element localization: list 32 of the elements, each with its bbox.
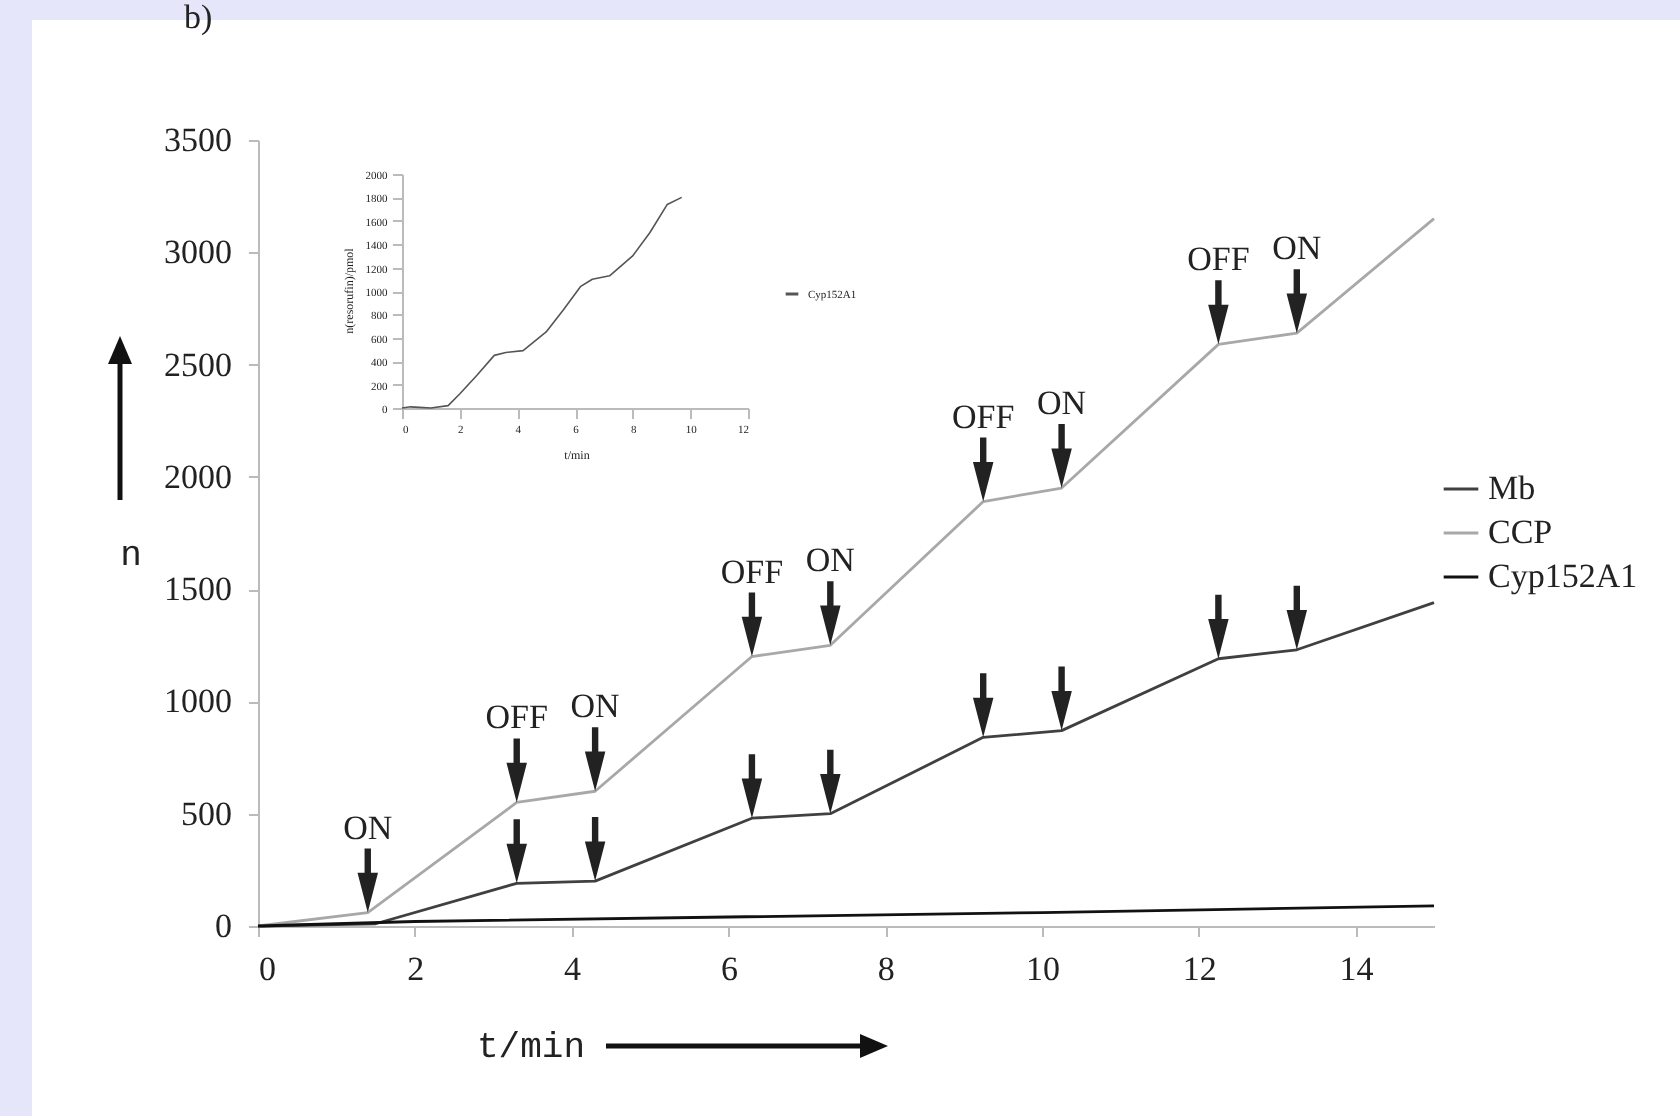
- annotation: ON: [805, 541, 855, 580]
- x-tick-label: 6: [720, 950, 738, 988]
- x-tick-label: 4: [564, 950, 583, 988]
- annotation: OFF: [952, 397, 1015, 436]
- y-tick-label: 3500: [164, 121, 232, 159]
- y-tick-label: 1000: [164, 682, 232, 721]
- x-tick-label: 2: [407, 950, 425, 988]
- annotation: OFF: [1187, 240, 1250, 279]
- legend-label: CCP: [1488, 513, 1553, 551]
- annotation: ON: [1037, 384, 1087, 423]
- y-tick-label: 2000: [164, 457, 232, 496]
- x-tick-label: 10: [1026, 950, 1060, 988]
- annotation: ON: [570, 687, 620, 726]
- y-tick-label: 3000: [164, 233, 232, 272]
- legend-label: Cyp152A1: [1488, 557, 1638, 595]
- x-tick-label: 8: [877, 950, 895, 988]
- x-tick-label: 0: [259, 950, 276, 988]
- y-tick-label: 1500: [164, 570, 232, 609]
- x-axis-title: t/min: [476, 1029, 586, 1069]
- annotation: ON: [1272, 229, 1322, 268]
- x-tick-label: 12: [1182, 950, 1217, 988]
- y-axis-title: n: [120, 537, 142, 577]
- y-tick-label: 0: [215, 907, 232, 945]
- y-tick-label: 500: [181, 794, 232, 833]
- line-series: [401, 196, 683, 409]
- annotation: ON: [343, 808, 393, 847]
- chart-title: b): [184, 0, 213, 36]
- legend-label: Mb: [1488, 469, 1536, 507]
- x-tick-label: 14: [1339, 950, 1375, 988]
- y-tick-label: 2500: [164, 345, 232, 384]
- annotation: OFF: [485, 698, 548, 737]
- annotation: OFF: [720, 552, 784, 591]
